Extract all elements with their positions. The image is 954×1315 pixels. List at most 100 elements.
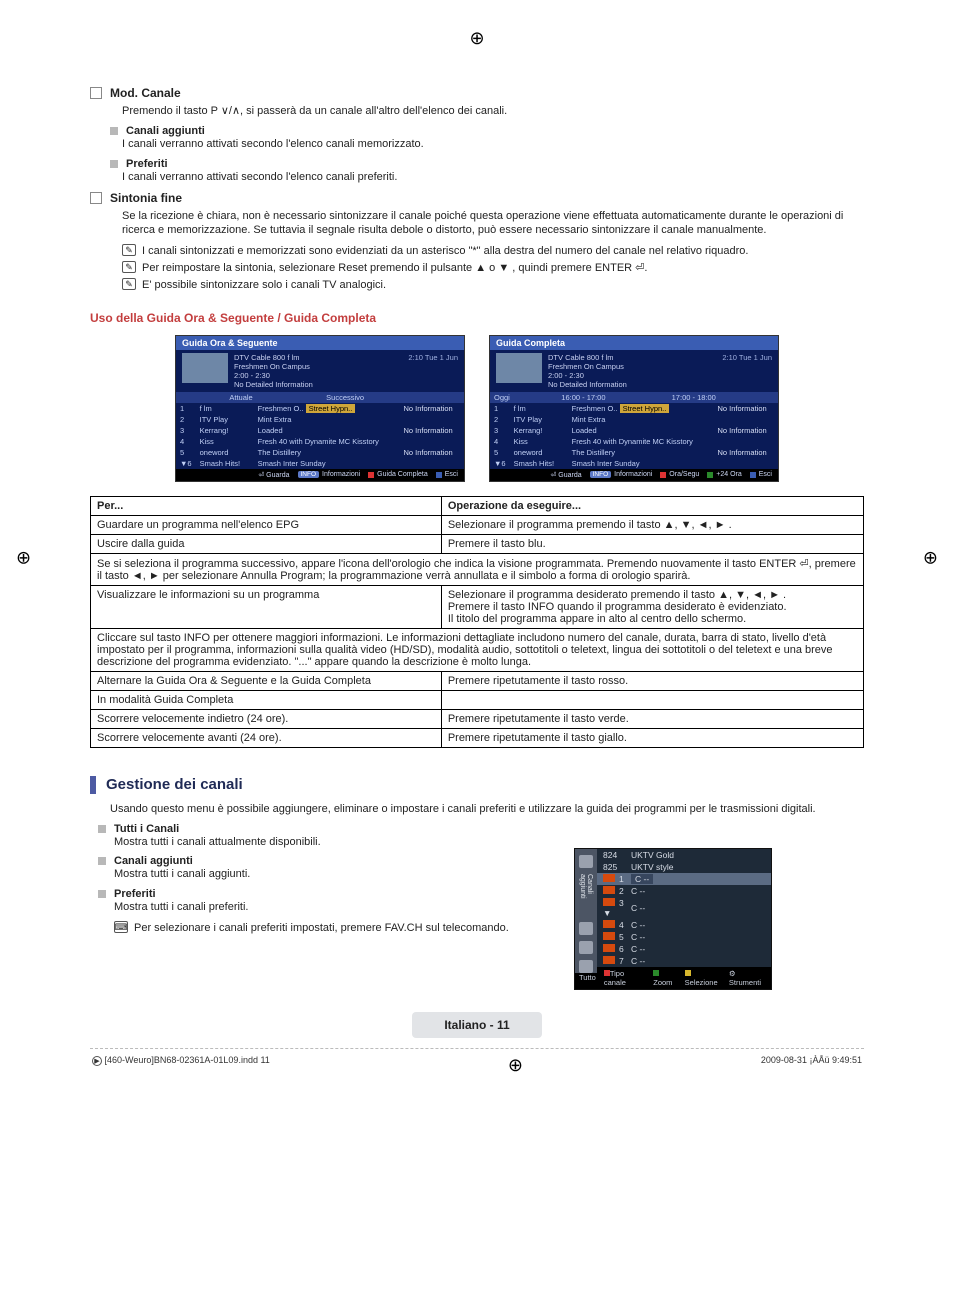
clock-icon <box>579 960 593 973</box>
uso-title: Uso della Guida Ora & Seguente / Guida C… <box>90 311 864 325</box>
bullet-icon <box>110 160 118 168</box>
td-span: Cliccare sul tasto INFO per ottenere mag… <box>91 628 864 671</box>
sintonia-title: Sintonia fine <box>110 191 182 205</box>
cm-zoom: Zoom <box>653 978 672 987</box>
foot-24: +24 Ora <box>716 471 742 478</box>
footer-right: 2009-08-31 ¡ÀÅü 9:49:51 <box>761 1055 862 1076</box>
satellite-icon <box>579 922 593 935</box>
guide1-title: Guida Ora & Seguente <box>176 336 464 350</box>
cm-rows: 824UKTV Gold825UKTV style1C --2C --3 ▼C … <box>597 849 771 967</box>
sintonia-note-3: ✎E' possibile sintonizzare solo i canali… <box>122 278 864 293</box>
print-footer: ▶ [460-Weuro]BN68-02361A-01L09.indd 11 ⊕… <box>90 1048 864 1076</box>
note-text: E' possibile sintonizzare solo i canali … <box>142 278 386 293</box>
foot-orasegu: Ora/Segu <box>669 471 699 478</box>
crop-mark-bottom: ⊕ <box>508 1055 523 1076</box>
cm-footer: Tutto Tipo canale Zoom Selezione ⚙ Strum… <box>575 967 771 989</box>
note-text: Per reimpostare la sintonia, selezionare… <box>142 261 647 276</box>
guide1-clock: 2:10 Tue 1 Jun <box>408 353 458 389</box>
td: Visualizzare le informazioni su un progr… <box>91 585 442 628</box>
col-oggi: Oggi <box>490 392 540 403</box>
guide2-nodet: No Detailed Information <box>548 380 716 389</box>
guide1-prog: Freshmen On Campus <box>234 362 402 371</box>
cm-tools: ⚙ Strumenti <box>729 969 767 987</box>
td: Premere ripetutamente il tasto giallo. <box>441 728 863 747</box>
mod-canale-title: Mod. Canale <box>110 86 181 100</box>
col-successivo: Successivo <box>322 392 464 403</box>
bullet-icon <box>98 890 106 898</box>
td: Selezionare il programma desiderato prem… <box>441 585 863 628</box>
section-mod-canale: Mod. Canale <box>90 86 864 100</box>
sub-tutti: Tutti i Canali <box>98 823 864 835</box>
guide2-table: Oggi16:00 - 17:0017:00 - 18:00 <box>490 392 778 403</box>
crop-mark-top: ⊕ <box>469 28 484 49</box>
cm-tutto: Tutto <box>579 973 596 982</box>
tutti-title: Tutti i Canali <box>114 823 179 835</box>
mod-canale-desc: Premendo il tasto P ∨/∧, si passerà da u… <box>122 104 864 119</box>
td: Premere ripetutamente il tasto verde. <box>441 709 863 728</box>
sub-canali-aggiunti: Canali aggiunti <box>110 125 864 137</box>
foot-esci: Esci <box>445 471 458 478</box>
guide1-table: AttualeSuccessivo <box>176 392 464 403</box>
td: Alternare la Guida Ora & Seguente e la G… <box>91 671 442 690</box>
foot-info: Informazioni <box>614 471 652 478</box>
guide-completa: Guida Completa DTV Cable 800 f lm Freshm… <box>489 335 779 482</box>
aggiunti2-title: Canali aggiunti <box>114 855 193 867</box>
canali-aggiunti-desc: I canali verranno attivati secondo l'ele… <box>122 137 864 152</box>
channel-manager-panel: Canali aggiunti 824UKTV Gold825UKTV styl… <box>574 848 772 990</box>
cm-sidebar: Canali aggiunti <box>575 849 597 973</box>
preferiti2-title: Preferiti <box>114 888 156 900</box>
td: In modalità Guida Completa <box>91 690 442 709</box>
guide-ora-seguente: Guida Ora & Seguente DTV Cable 800 f lm … <box>175 335 465 482</box>
antenna-icon <box>579 855 593 868</box>
sintonia-note-1: ✎I canali sintonizzati e memorizzati son… <box>122 244 864 259</box>
td: Uscire dalla guida <box>91 534 442 553</box>
guide2-clock: 2:10 Tue 1 Jun <box>722 353 772 389</box>
guide1-thumb <box>182 353 228 383</box>
guide1-footer: ⏎ Guarda INFOInformazioni Guida Completa… <box>176 469 464 481</box>
th-per: Per... <box>91 496 442 515</box>
guide2-prog: Freshmen On Campus <box>548 362 716 371</box>
cm-side-label: Canali aggiunti <box>579 874 593 917</box>
preferiti-desc: I canali verranno attivati secondo l'ele… <box>122 170 864 185</box>
foot-esci: Esci <box>759 471 772 478</box>
foot-guarda: ⏎ Guarda <box>550 471 581 479</box>
td: Scorrere velocemente avanti (24 ore). <box>91 728 442 747</box>
td: Guardare un programma nell'elenco EPG <box>91 515 442 534</box>
guide2-title: Guida Completa <box>490 336 778 350</box>
bullet-icon <box>98 825 106 833</box>
col-17: 17:00 - 18:00 <box>668 392 778 403</box>
preferiti-title: Preferiti <box>126 158 168 170</box>
sub-preferiti: Preferiti <box>110 158 864 170</box>
line: Selezionare il programma desiderato prem… <box>448 589 857 601</box>
footer-left: ▶ [460-Weuro]BN68-02361A-01L09.indd 11 <box>92 1055 270 1076</box>
page-badge: Italiano - 11 <box>412 1012 542 1038</box>
th-op: Operazione da eseguire... <box>441 496 863 515</box>
td-span: Se si seleziona il programma successivo,… <box>91 553 864 585</box>
note-text: I canali sintonizzati e memorizzati sono… <box>142 244 748 259</box>
guide2-footer: ⏎ Guarda INFOInformazioni Ora/Segu +24 O… <box>490 469 778 481</box>
sintonia-desc: Se la ricezione è chiara, non è necessar… <box>122 209 864 239</box>
td: Scorrere velocemente indietro (24 ore). <box>91 709 442 728</box>
gestione-desc: Usando questo menu è possibile aggiunger… <box>110 802 864 817</box>
bullet-square-icon <box>90 192 102 204</box>
td: Premere il tasto blu. <box>441 534 863 553</box>
guide2-thumb <box>496 353 542 383</box>
section-bar-icon <box>90 776 96 794</box>
bullet-square-icon <box>90 87 102 99</box>
line: Il titolo del programma appare in alto a… <box>448 613 857 625</box>
guide2-channel: DTV Cable 800 f lm <box>548 353 716 362</box>
operations-table: Per...Operazione da eseguire... Guardare… <box>90 496 864 748</box>
line: Premere il tasto INFO quando il programm… <box>448 601 857 613</box>
note-text: Per selezionare i canali preferiti impos… <box>134 921 509 936</box>
heart-icon <box>579 941 593 954</box>
guide1-time: 2:00 - 2:30 <box>234 371 402 380</box>
sintonia-note-2: ✎Per reimpostare la sintonia, selezionar… <box>122 261 864 276</box>
canali-aggiunti-title: Canali aggiunti <box>126 125 205 137</box>
col-attuale: Attuale <box>225 392 322 403</box>
crop-mark-left: ⊕ <box>16 547 31 568</box>
section-sintonia: Sintonia fine <box>90 191 864 205</box>
td: Premere ripetutamente il tasto rosso. <box>441 671 863 690</box>
bullet-icon <box>110 127 118 135</box>
cm-sel: Selezione <box>685 978 718 987</box>
guide1-channel: DTV Cable 800 f lm <box>234 353 402 362</box>
